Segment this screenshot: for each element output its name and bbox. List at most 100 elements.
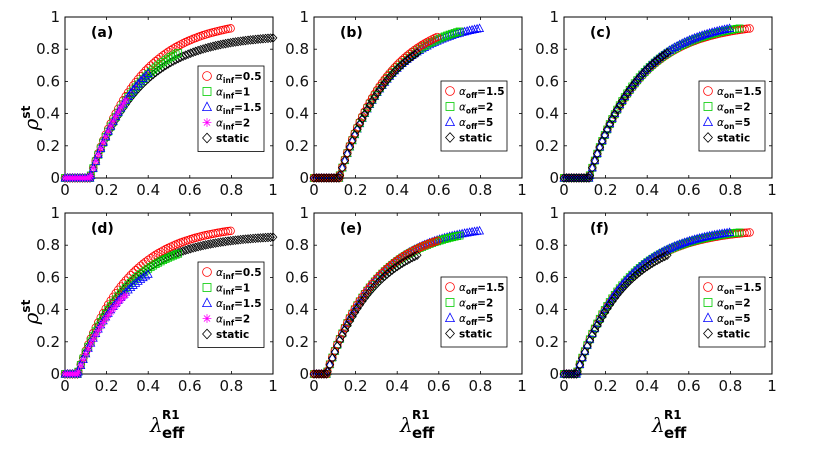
legend-marker — [202, 71, 212, 81]
legend-marker — [445, 102, 455, 111]
legend-marker — [202, 132, 212, 144]
x-tick-label: 0.8 — [219, 181, 243, 199]
y-tick-label: 0.2 — [36, 333, 60, 351]
data-point — [208, 41, 218, 52]
y-tick-label: 1 — [299, 204, 309, 222]
panel-label: (d) — [91, 221, 114, 237]
data-point — [156, 247, 165, 257]
y-tick-label: 1 — [50, 204, 60, 222]
data-point — [650, 57, 660, 68]
legend-box — [440, 276, 508, 348]
panel-a: 0 0.2 0.4 0.6 0.8 100.20.40.60.81(a)αinf=0.5α… — [36, 8, 278, 199]
data-point — [715, 231, 724, 240]
series-static — [309, 250, 422, 379]
data-point — [226, 236, 235, 246]
data-point — [735, 228, 744, 237]
data-point — [141, 270, 151, 280]
data-point — [357, 114, 367, 124]
data-point — [164, 253, 173, 262]
panel-label: (c) — [590, 25, 611, 41]
panels-group: 0 0.2 0.4 0.6 0.8 100.20.40.60.81(a)αinf=0.5α… — [36, 8, 777, 395]
legend-marker — [703, 102, 713, 111]
legend-entry: αinf=2 — [216, 118, 250, 132]
y-axis-title-bottom: ρst — [19, 299, 43, 325]
data-point — [448, 233, 457, 242]
data-point — [253, 233, 263, 243]
data-point — [713, 231, 721, 240]
data-point — [176, 40, 185, 49]
data-point — [114, 108, 123, 116]
data-point — [178, 51, 188, 62]
data-point — [353, 123, 362, 132]
data-point — [420, 39, 429, 48]
legend-entry: αon=5 — [717, 117, 751, 131]
data-point — [602, 123, 612, 133]
data-point — [81, 350, 90, 359]
legend-marker — [202, 314, 212, 323]
x-tick-label: 0.6 — [427, 181, 451, 199]
y-tick-label: 0 — [50, 365, 60, 383]
data-point — [246, 233, 255, 244]
x-tick-label: 0.4 — [635, 181, 659, 199]
series-static — [309, 48, 422, 183]
data-point — [692, 233, 702, 243]
data-point — [109, 304, 118, 313]
y-tick-label: 0.6 — [285, 72, 309, 90]
x-axis-title-symbol: λ — [651, 413, 665, 437]
data-point — [340, 322, 350, 332]
data-point — [392, 60, 402, 70]
data-point — [453, 232, 462, 240]
data-point — [223, 38, 233, 48]
data-point — [163, 243, 173, 253]
x-tick-label: 1 — [517, 181, 527, 199]
legend-entry: αinf=1.5 — [216, 102, 262, 116]
data-point — [138, 259, 148, 269]
y-tick-label: 0.4 — [535, 105, 559, 123]
data-point — [345, 316, 355, 326]
data-point — [637, 69, 647, 80]
data-point — [357, 296, 367, 307]
data-point — [325, 359, 335, 368]
data-point — [365, 286, 375, 297]
data-point — [625, 84, 635, 95]
data-point — [181, 245, 191, 255]
data-point — [223, 226, 233, 236]
data-point — [620, 92, 630, 102]
data-point — [178, 246, 188, 256]
data-point — [452, 229, 462, 239]
data-point — [350, 129, 360, 138]
data-point — [392, 64, 402, 74]
data-point — [360, 109, 370, 119]
data-point — [340, 325, 350, 336]
data-point — [350, 307, 360, 318]
x-tick-label: 0.4 — [385, 181, 409, 199]
legend-entry: αinf=2 — [216, 314, 250, 328]
data-point — [183, 244, 193, 255]
data-point — [251, 34, 260, 45]
data-point — [710, 26, 720, 36]
data-point — [335, 334, 345, 344]
data-point — [572, 366, 582, 377]
data-point — [340, 155, 350, 166]
data-point — [607, 114, 617, 124]
data-point — [575, 360, 585, 370]
data-point — [455, 229, 465, 238]
x-tick-label: 0.2 — [95, 181, 119, 199]
data-point — [367, 93, 377, 103]
x-tick-label: 0 — [309, 181, 319, 199]
data-point — [171, 50, 180, 59]
data-point — [385, 267, 395, 277]
data-point — [620, 281, 630, 291]
data-point — [253, 34, 263, 44]
data-point — [91, 157, 100, 166]
data-point — [448, 29, 457, 38]
data-point — [595, 142, 605, 152]
y-tick-label: 0 — [549, 169, 559, 187]
legend-entry: αinf=1 — [216, 283, 250, 297]
data-point — [707, 230, 717, 239]
data-point — [99, 138, 108, 147]
data-point — [218, 39, 228, 49]
legend-entry: αinf=1.5 — [216, 298, 262, 312]
legend-marker — [703, 86, 713, 96]
data-point — [223, 236, 233, 246]
